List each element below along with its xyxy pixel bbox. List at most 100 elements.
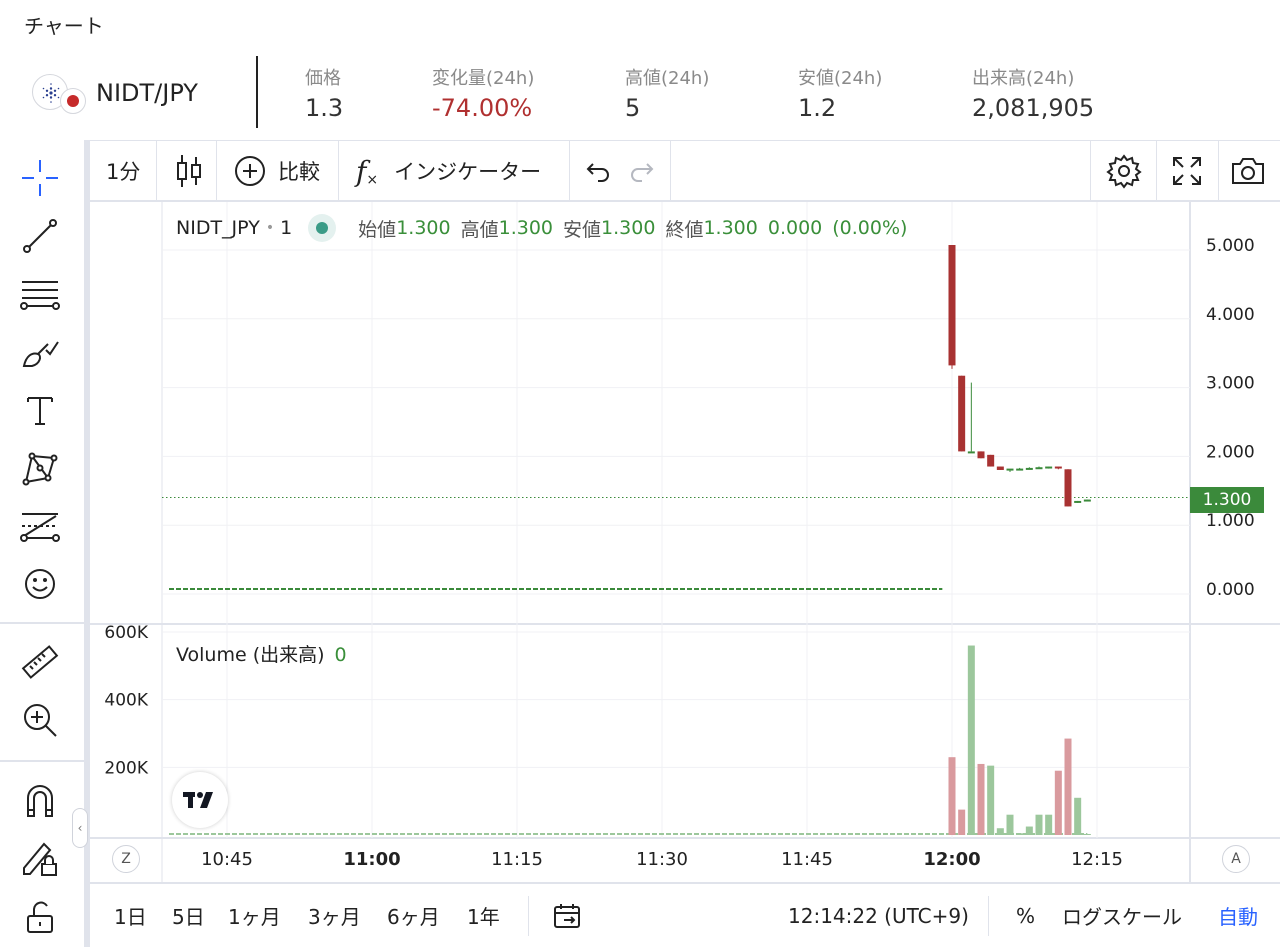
volume-bar [1025, 826, 1033, 835]
range-1y[interactable]: 1年 [467, 905, 500, 929]
lock-drawing-icon[interactable] [18, 836, 62, 880]
auto-scale-toggle[interactable]: 自動 [1218, 905, 1258, 929]
magnet-icon[interactable] [18, 778, 62, 822]
candle-body [1035, 467, 1043, 470]
stat-value: -74.00% [432, 94, 533, 122]
range-3m[interactable]: 3ヶ月 [308, 905, 361, 929]
text-tool-icon[interactable] [18, 388, 62, 432]
range-1m[interactable]: 1ヶ月 [228, 905, 281, 929]
time-tick-label: 12:15 [1071, 849, 1123, 870]
ruler-icon[interactable] [18, 640, 62, 684]
time-tick-label: 10:45 [201, 849, 253, 870]
toolbar-edge [84, 140, 90, 947]
market-status-icon[interactable] [308, 214, 337, 242]
crosshair-icon[interactable] [18, 156, 62, 200]
legend-dot-separator: • [265, 220, 275, 236]
settings-gear-icon[interactable] [1106, 141, 1142, 201]
candle-body [958, 375, 966, 452]
compare-button[interactable]: 比較 [234, 141, 320, 201]
pair-name: NIDT/JPY [96, 79, 198, 107]
stat-label: 価格 [305, 68, 341, 89]
fib-lines-icon[interactable] [18, 272, 62, 316]
fullscreen-icon[interactable] [1172, 141, 1202, 201]
trend-line-icon[interactable] [18, 214, 62, 258]
volume-axis: 600K 400K 200K [104, 623, 148, 778]
range-6m[interactable]: 6ヶ月 [387, 905, 440, 929]
price-tick-label: 1.000 [1206, 511, 1255, 531]
legend-symbol: NIDT_JPY [176, 217, 260, 239]
stat-label: 安値(24h) [798, 68, 883, 89]
candle-body [967, 451, 975, 454]
collapse-toolbar-button[interactable]: ‹ [72, 808, 88, 848]
percent-toggle[interactable]: % [1016, 903, 1036, 928]
volume-bar [1083, 833, 1091, 835]
bottom-toolbar: 1日 5日 1ヶ月 3ヶ月 6ヶ月 1年 12:14:22 (UTC+9) % … [90, 882, 1280, 947]
legend-change: 0.000 [767, 217, 823, 239]
date-range-icon[interactable] [552, 884, 582, 947]
toolbar-separator [670, 141, 671, 201]
candle-body [996, 466, 1004, 470]
range-1d[interactable]: 1日 [114, 905, 147, 929]
jpy-icon [60, 88, 86, 114]
brush-icon[interactable] [18, 330, 62, 374]
volume-bar [1045, 814, 1053, 835]
unlock-icon[interactable] [18, 894, 62, 938]
stat-low: 安値(24h) 1.2 [798, 64, 882, 122]
volume-bar [987, 765, 995, 835]
time-tick-label: 11:30 [636, 849, 688, 870]
legend-interval: 1 [280, 217, 293, 239]
clock-timezone[interactable]: 12:14:22 (UTC+9) [788, 903, 969, 928]
redo-icon[interactable] [628, 141, 656, 201]
toolbar-separator [338, 141, 339, 201]
drawing-toolbar [0, 140, 84, 947]
forecast-icon[interactable] [18, 504, 62, 548]
toolbar-separator [1218, 141, 1219, 201]
zoom-reset-button[interactable]: Z [112, 845, 140, 873]
undo-icon[interactable] [584, 141, 612, 201]
zoom-in-icon[interactable] [18, 698, 62, 742]
legend-change-pct: (0.00%) [832, 217, 908, 239]
price-tick-label: 2.000 [1206, 442, 1255, 462]
legend-low-label: 安値 [563, 218, 602, 241]
candle-body [977, 451, 985, 459]
bottom-separator [528, 896, 529, 936]
candle-body [1064, 469, 1072, 507]
pair-logo [30, 72, 86, 114]
interval-button[interactable]: 1分 [106, 160, 141, 184]
time-tick-label: 11:00 [343, 849, 400, 870]
toolbar-separator [156, 141, 157, 201]
stat-price: 価格 1.3 [305, 64, 343, 122]
volume-bar [1016, 833, 1024, 835]
volume-bar [996, 828, 1004, 835]
volume-bar [1006, 814, 1014, 835]
emoji-icon[interactable] [18, 562, 62, 606]
log-scale-toggle[interactable]: ログスケール [1062, 905, 1182, 929]
camera-icon[interactable] [1230, 141, 1266, 201]
indicators-button[interactable]: f × インジケーター [356, 141, 541, 201]
volume-bar [1035, 814, 1043, 835]
candle-body [948, 245, 956, 366]
legend-low: 1.300 [601, 217, 656, 239]
volume-bars [169, 645, 1091, 835]
stat-value: 2,081,905 [972, 94, 1095, 122]
tradingview-logo-icon[interactable] [172, 772, 228, 828]
auto-scale-button[interactable]: A [1222, 845, 1250, 873]
pattern-icon[interactable] [18, 446, 62, 490]
legend-high: 1.300 [498, 217, 554, 239]
candle-body [1054, 466, 1062, 469]
range-5d[interactable]: 5日 [172, 905, 205, 929]
volume-bar [948, 757, 956, 835]
legend-high-label: 高値 [460, 218, 499, 241]
volume-bar [958, 809, 966, 835]
time-axis: 10:45 11:00 11:15 11:30 11:45 12:00 12:15 [201, 849, 1123, 870]
price-tick-label: 0.000 [1206, 580, 1255, 600]
fx-subscript-icon: × [366, 172, 379, 188]
volume-bar [1074, 797, 1082, 835]
stat-label: 高値(24h) [625, 68, 710, 89]
candle-body [1006, 468, 1014, 471]
compare-label: 比較 [278, 160, 320, 184]
pair-selector[interactable]: NIDT/JPY [30, 72, 198, 114]
candle-type-icon[interactable] [174, 141, 204, 201]
volume-bar [1064, 738, 1072, 835]
